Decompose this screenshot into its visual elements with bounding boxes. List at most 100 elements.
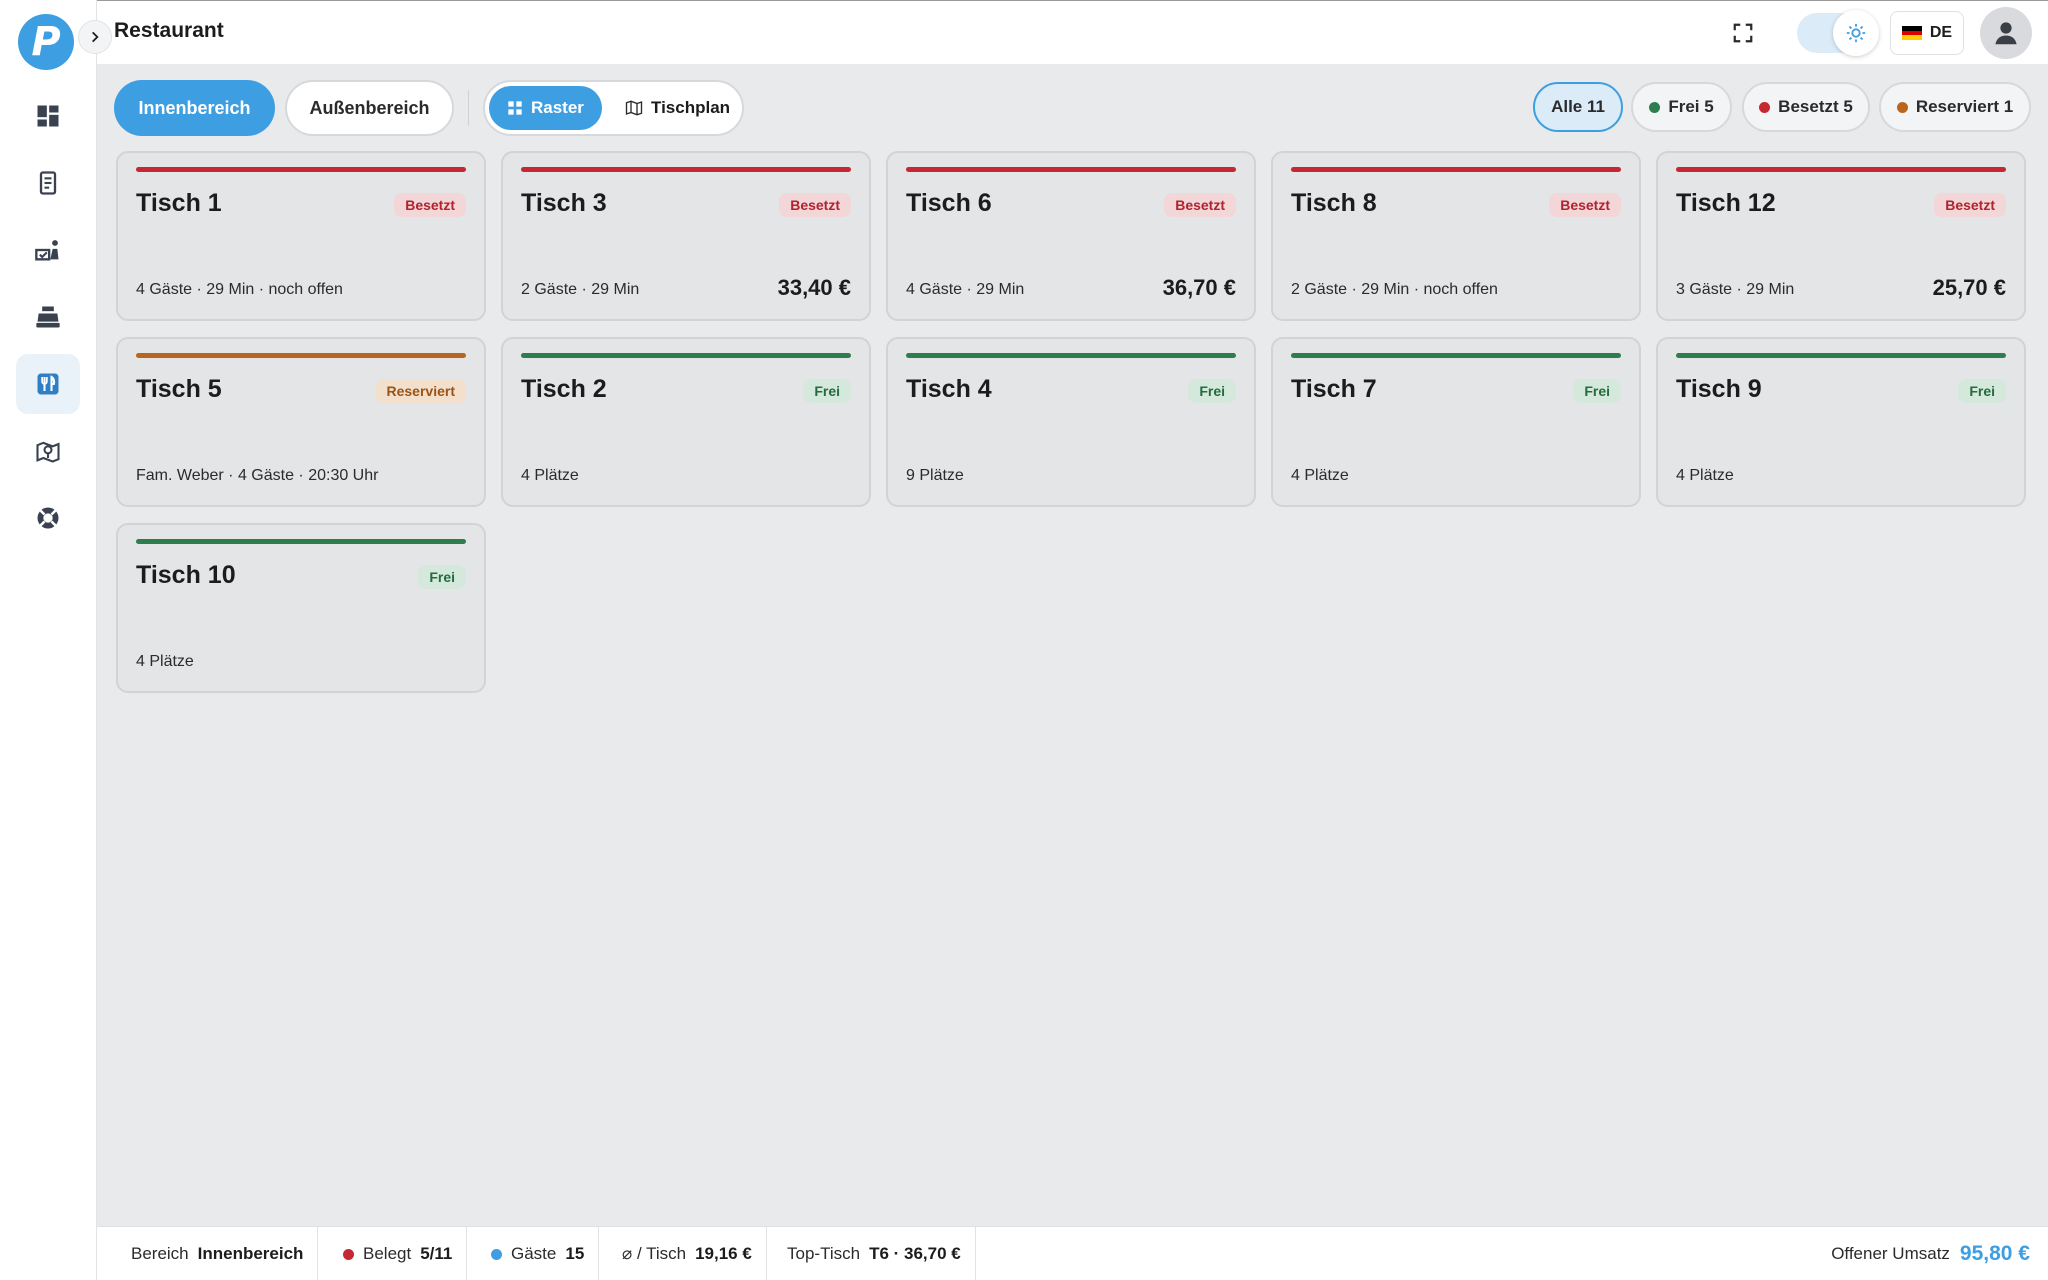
table-status-badge: Besetzt [1164, 193, 1236, 217]
status-open-value: 95,80 € [1959, 1242, 2030, 1265]
view-raster-button[interactable]: Raster [489, 86, 602, 130]
table-info: 2 Gäste · 29 Min [521, 281, 640, 298]
table-card[interactable]: Tisch 12 Besetzt 3 Gäste · 29 Min 25,70 € [1656, 151, 2026, 321]
guests-dot-icon [491, 1248, 502, 1260]
table-name: Tisch 1 [136, 189, 222, 217]
table-name: Tisch 9 [1676, 375, 1762, 403]
sidebar-item-cashier[interactable] [16, 287, 80, 347]
table-info: 9 Plätze [906, 467, 964, 484]
status-guests-label: Gäste [511, 1244, 557, 1263]
table-card[interactable]: Tisch 1 Besetzt 4 Gäste · 29 Min · noch of… [116, 151, 486, 321]
status-average-label: ⌀ / Tisch [622, 1244, 687, 1263]
table-info: 4 Plätze [136, 653, 194, 670]
table-amount: 25,70 € [1932, 275, 2006, 300]
language-label: DE [1929, 24, 1953, 41]
filter-free[interactable]: Frei 5 [1631, 82, 1732, 132]
sidebar: P [0, 0, 97, 1280]
table-info: 2 Gäste · 29 Min · noch offen [1291, 281, 1498, 298]
table-card[interactable]: Tisch 2 Frei 4 Plätze [501, 337, 871, 507]
table-status-badge: Besetzt [394, 193, 466, 217]
status-top-value: T6 · 36,70 € [869, 1244, 961, 1263]
occupied-dot-icon [343, 1248, 354, 1260]
toolbar-divider [468, 90, 469, 126]
sidebar-item-receipts[interactable] [16, 153, 80, 213]
cutlery-icon [37, 373, 59, 395]
sidebar-item-restaurant[interactable] [16, 354, 80, 414]
table-name: Tisch 8 [1291, 189, 1377, 217]
map-pin-icon [36, 441, 60, 463]
area-tab-aussenbereich[interactable]: Außenbereich [285, 80, 454, 136]
filter-free-label: Frei 5 [1668, 97, 1714, 116]
table-card[interactable]: Tisch 6 Besetzt 4 Gäste · 29 Min 36,70 € [886, 151, 1256, 321]
view-tischplan-button[interactable]: Tischplan [607, 86, 748, 130]
table-card[interactable]: Tisch 5 Reserviert Fam. Weber · 4 Gäste · … [116, 337, 486, 507]
table-status-bar [1291, 167, 1621, 172]
table-name: Tisch 5 [136, 375, 222, 403]
delivery-icon [35, 240, 59, 261]
table-status-badge: Frei [803, 379, 851, 403]
table-card[interactable]: Tisch 7 Frei 4 Plätze [1271, 337, 1641, 507]
table-info: 4 Plätze [1676, 467, 1734, 484]
table-card[interactable]: Tisch 4 Frei 9 Plätze [886, 337, 1256, 507]
table-info: 4 Gäste · 29 Min · noch offen [136, 281, 343, 298]
view-switcher: Raster Tischplan [483, 80, 744, 136]
table-status-badge: Reserviert [375, 379, 466, 403]
table-info: 4 Plätze [1291, 467, 1349, 484]
status-top-label: Top-Tisch [787, 1244, 861, 1263]
free-dot-icon [1649, 101, 1661, 113]
status-average-value: 19,16 € [695, 1244, 752, 1263]
user-avatar[interactable] [1980, 7, 2032, 59]
table-status-badge: Besetzt [779, 193, 851, 217]
table-status-bar [136, 353, 466, 358]
status-occupied: Belegt 5/11 [329, 1227, 468, 1280]
status-open-label: Offener Umsatz [1831, 1244, 1950, 1263]
table-status-badge: Frei [1188, 379, 1236, 403]
app-logo[interactable]: P [18, 14, 74, 70]
status-area-label: Bereich [131, 1244, 189, 1263]
grid-icon [508, 101, 522, 115]
flag-de-icon [1901, 26, 1922, 41]
chevron-right-icon [92, 31, 99, 43]
status-guests-value: 15 [565, 1244, 585, 1263]
status-open-revenue: Offener Umsatz 95,80 € [1831, 1227, 2030, 1280]
filter-occupied[interactable]: Besetzt 5 [1742, 82, 1870, 132]
view-raster-label: Raster [531, 98, 584, 117]
theme-toggle[interactable] [1797, 10, 1879, 56]
language-switcher[interactable]: DE [1890, 11, 1964, 55]
table-card[interactable]: Tisch 8 Besetzt 2 Gäste · 29 Min · noch of… [1271, 151, 1641, 321]
table-status-bar [521, 167, 851, 172]
top-header: Restaurant DE [97, 0, 2048, 64]
filter-all[interactable]: Alle 11 [1533, 82, 1623, 132]
table-status-bar [1291, 353, 1621, 358]
user-icon [1995, 22, 2017, 45]
table-status-bar [906, 167, 1236, 172]
table-card[interactable]: Tisch 10 Frei 4 Plätze [116, 523, 486, 693]
table-status-bar [521, 353, 851, 358]
sidebar-item-delivery[interactable] [16, 220, 80, 280]
lifebuoy-icon [37, 507, 59, 529]
sidebar-item-support[interactable] [16, 488, 80, 548]
area-tab-innenbereich[interactable]: Innenbereich [114, 80, 275, 136]
occupied-dot-icon [1759, 101, 1771, 113]
table-info: 4 Gäste · 29 Min [906, 281, 1025, 298]
reserved-dot-icon [1896, 101, 1908, 113]
table-info: Fam. Weber · 4 Gäste · 20:30 Uhr [136, 467, 379, 484]
table-card[interactable]: Tisch 9 Frei 4 Plätze [1656, 337, 2026, 507]
filter-occupied-label: Besetzt 5 [1778, 97, 1853, 116]
receipt-icon [39, 171, 57, 195]
status-top-table: Top-Tisch T6 · 36,70 € [773, 1227, 976, 1280]
view-tischplan-label: Tischplan [651, 98, 731, 117]
fullscreen-button[interactable] [1727, 17, 1759, 49]
logo-letter: P [31, 19, 61, 65]
sidebar-item-map[interactable] [16, 421, 80, 481]
theme-knob [1833, 10, 1879, 56]
table-card[interactable]: Tisch 3 Besetzt 2 Gäste · 29 Min 33,40 € [501, 151, 871, 321]
sun-icon [1846, 23, 1866, 43]
filter-reserved[interactable]: Reserviert 1 [1879, 82, 2031, 132]
status-area-value: Innenbereich [197, 1244, 304, 1263]
sidebar-item-dashboard[interactable] [16, 86, 80, 146]
status-bar: Bereich Innenbereich Belegt 5/11 Gäste 1… [97, 1226, 2048, 1280]
table-name: Tisch 12 [1676, 189, 1776, 217]
table-status-bar [906, 353, 1236, 358]
sidebar-toggle-button[interactable] [78, 20, 112, 54]
